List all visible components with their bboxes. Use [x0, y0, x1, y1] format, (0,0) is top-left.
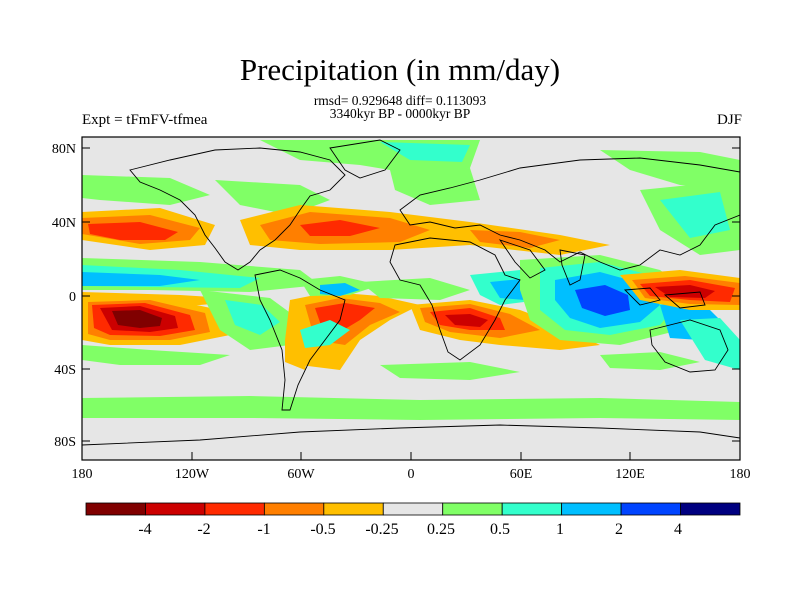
lon-tick-label: 180 — [730, 467, 751, 482]
colorbar-box — [204, 502, 265, 516]
map-title: Precipitation (in mm/day) — [239, 52, 561, 87]
anomaly-positive-north-atlantic — [390, 168, 480, 205]
latitude-axis: 80N 40N 0 40S 80S — [52, 142, 740, 450]
lat-tick-label: 80S — [54, 435, 76, 450]
season-label: DJF — [716, 112, 742, 128]
lat-tick-label: 40N — [52, 216, 76, 231]
colorbar — [85, 502, 741, 516]
colorbar-box — [263, 502, 325, 516]
colorbar-label: 2 — [615, 521, 623, 538]
colorbar-box — [620, 502, 681, 516]
lon-tick-label: 120W — [175, 467, 210, 482]
anomaly-positive-north-pacific — [82, 175, 210, 205]
colorbar-box — [561, 502, 622, 516]
colorbar-label: 0.5 — [490, 521, 510, 538]
colorbar-box — [442, 502, 503, 516]
colorbar-box — [145, 502, 206, 516]
colorbar-label: -0.25 — [365, 521, 398, 538]
lon-tick-label: 180 — [72, 467, 93, 482]
lon-tick-label: 60E — [510, 467, 533, 482]
colorbar-label: -0.5 — [310, 521, 335, 538]
colorbar-label: -4 — [138, 521, 151, 538]
stats-label: rmsd= 0.929648 diff= 0.113093 — [313, 93, 487, 108]
anomaly-fields — [82, 140, 740, 420]
anomaly-positive-arctic-cyan — [380, 142, 470, 162]
colorbar-label: -2 — [197, 521, 210, 538]
anomaly-positive-siberia — [600, 150, 740, 190]
longitude-axis: 180 120W 60W 0 60E 120E 180 — [72, 452, 751, 482]
lat-tick-label: 80N — [52, 142, 76, 157]
colorbar-labels: -4 -2 -1 -0.5 -0.25 0.25 0.5 1 2 4 — [138, 521, 682, 538]
lat-tick-label: 40S — [54, 363, 76, 378]
anomaly-positive-southern-ocean — [82, 396, 740, 420]
experiment-label: Expt = tFmFV-tfmea — [82, 112, 208, 128]
lat-tick-label: 0 — [69, 290, 76, 305]
colorbar-label: 1 — [556, 521, 564, 538]
colorbar-box — [85, 502, 146, 516]
colorbar-box — [382, 502, 444, 516]
colorbar-label: 0.25 — [427, 521, 455, 538]
colorbar-box — [680, 502, 741, 516]
colorbar-box — [501, 502, 563, 516]
lon-tick-label: 60W — [287, 467, 315, 482]
lon-tick-label: 120E — [615, 467, 645, 482]
colorbar-label: -1 — [257, 521, 270, 538]
anomaly-positive-west-pacific-cyan — [660, 192, 730, 238]
colorbar-label: 4 — [674, 521, 682, 538]
lon-tick-label: 0 — [408, 467, 415, 482]
coastlines — [82, 139, 740, 446]
period-label: 3340kyr BP - 0000kyr BP — [329, 106, 471, 121]
colorbar-box — [323, 502, 384, 516]
